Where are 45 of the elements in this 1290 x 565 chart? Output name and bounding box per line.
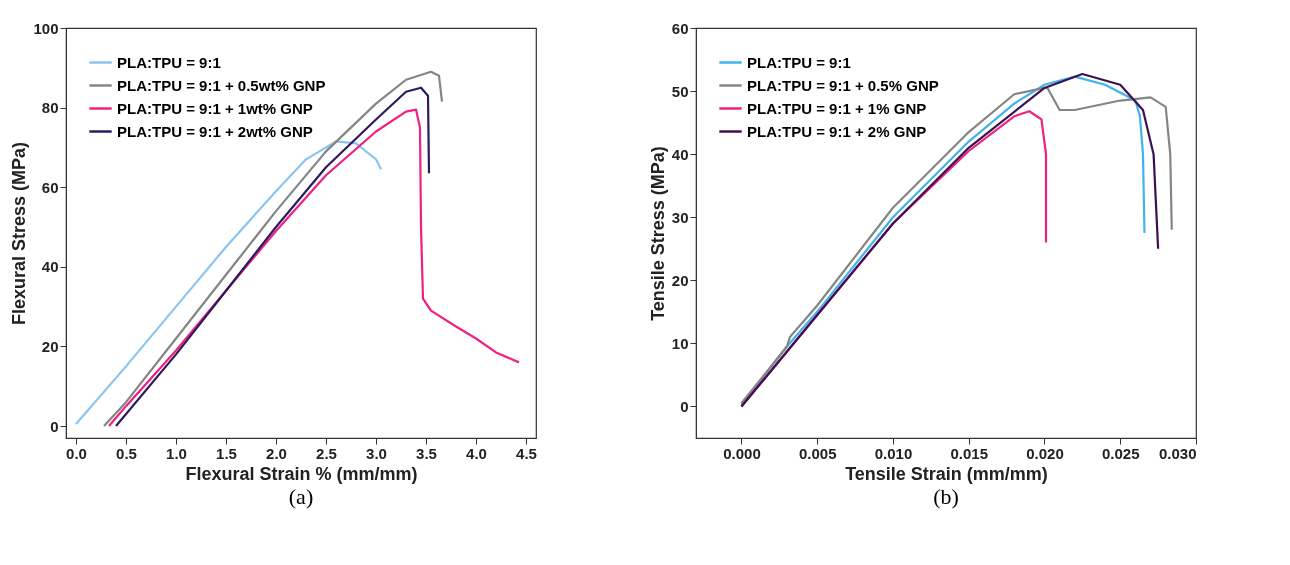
x-tick-label: 3.0 (366, 444, 387, 462)
x-tick-label: 2.0 (266, 444, 287, 462)
y-tick-label: 0 (50, 417, 59, 435)
y-tick-label: 20 (41, 337, 59, 355)
line-series (74, 140, 383, 426)
text: (a) (288, 484, 314, 509)
x-tick-label: 0.020 (1026, 444, 1064, 462)
x-tick-label: 0.015 (950, 444, 988, 462)
y-tick-label: 80 (41, 99, 59, 117)
y-tick-label: 30 (671, 208, 689, 226)
y-tick-label: 60 (671, 19, 689, 37)
x-axis-title: Tensile Strain (mm/mm) (845, 463, 1048, 484)
x-tick-label: 0.025 (1101, 444, 1140, 462)
legend-label: PLA:TPU = 9:1 + 2wt% GNP (117, 122, 313, 140)
x-tick-label: 0.000 (723, 444, 761, 462)
x-tick-label: 1.5 (216, 444, 237, 462)
x-tick-label: 4.5 (516, 444, 537, 462)
legend-label: PLA:TPU = 9:1 (117, 53, 221, 71)
y-tick-label: 60 (41, 178, 59, 196)
text: (b) (933, 484, 959, 509)
y-tick-label: 50 (671, 82, 689, 100)
y-tick-label: 40 (671, 145, 689, 163)
x-tick-label: 0.030 (1158, 444, 1197, 462)
x-tick-label: 0.5 (116, 444, 137, 462)
legend-label: PLA:TPU = 9:1 + 1% GNP (747, 99, 927, 117)
y-tick-label: 10 (671, 334, 689, 352)
x-tick-label: 0.010 (874, 444, 913, 462)
legend-label: PLA:TPU = 9:1 + 0.5wt% GNP (117, 76, 326, 94)
x-tick-label: 3.5 (416, 444, 437, 462)
x-tick-label: 1.0 (166, 444, 187, 462)
x-tick-label: 2.5 (316, 444, 337, 462)
x-tick-label: 0.0 (66, 444, 87, 462)
x-tick-label: 0.005 (798, 444, 837, 462)
legend-label: PLA:TPU = 9:1 + 1wt% GNP (117, 99, 313, 117)
x-tick-label: 4.0 (466, 444, 487, 462)
y-tick-label: 100 (33, 19, 59, 37)
y-axis-title: Tensile Stress (MPa) (647, 146, 668, 321)
legend-label: PLA:TPU = 9:1 (747, 53, 851, 71)
y-axis-title: Flexural Stress (MPa) (9, 141, 30, 326)
y-tick-label: 0 (680, 397, 689, 415)
y-tick-label: 40 (41, 258, 59, 276)
x-axis-title: Flexural Strain % (mm/mm) (185, 463, 418, 484)
legend-label: PLA:TPU = 9:1 + 2% GNP (747, 122, 927, 140)
y-tick-label: 20 (671, 271, 689, 289)
legend-label: PLA:TPU = 9:1 + 0.5% GNP (747, 76, 939, 94)
